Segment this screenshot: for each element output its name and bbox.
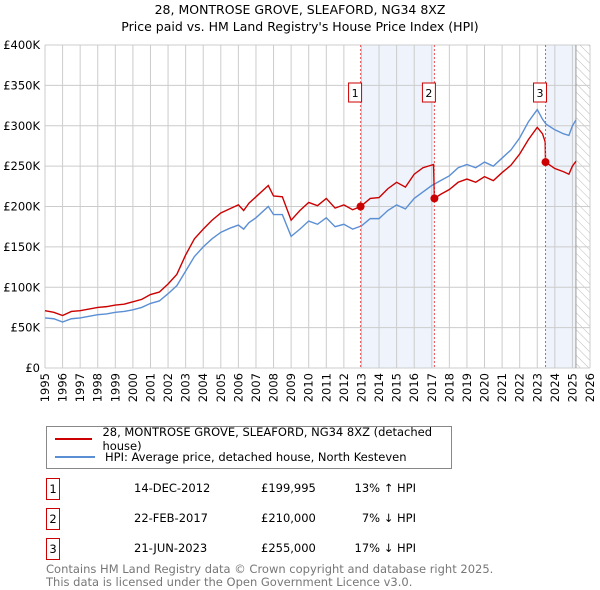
date: 21-JUN-2023 <box>134 541 208 555</box>
sale-label: 2 <box>425 87 432 100</box>
marker-badge: 1 <box>46 478 60 500</box>
chart: 28, MONTROSE GROVE, SLEAFORD, NG34 8XZ P… <box>3 2 597 402</box>
legend-label: HPI: Average price, detached house, Nort… <box>105 450 407 464</box>
hpi-diff: 17% ↓ HPI <box>354 541 416 555</box>
x-tick-label: 2007 <box>249 373 263 402</box>
marker-badge: 2 <box>46 508 60 530</box>
x-tick-label: 2004 <box>196 373 210 402</box>
y-tick-label: £100K <box>3 280 40 294</box>
x-tick-label: 2008 <box>267 373 281 402</box>
x-tick-label: 2023 <box>530 373 544 402</box>
x-tick-label: 2019 <box>460 373 474 402</box>
x-tick-label: 2001 <box>143 373 157 402</box>
sale-point <box>541 158 550 167</box>
x-tick-label: 2010 <box>302 373 316 402</box>
x-tick-label: 2000 <box>126 373 140 402</box>
x-tick-label: 2003 <box>179 373 193 402</box>
hpi-diff: 13% ↑ HPI <box>354 481 416 495</box>
sale-label: 3 <box>537 87 544 100</box>
price: £255,000 <box>261 541 316 555</box>
x-tick-label: 2006 <box>231 373 245 402</box>
y-tick-label: £150K <box>3 240 40 254</box>
x-tick-label: 2020 <box>478 373 492 402</box>
property-price-line <box>44 126 577 317</box>
x-tick-label: 2009 <box>284 373 298 402</box>
x-tick-label: 2013 <box>354 373 368 402</box>
sale-label-box <box>533 82 548 103</box>
x-tick-label: 2025 <box>565 373 579 402</box>
x-tick-label: 1999 <box>108 373 122 402</box>
hpi-diff: 7% ↓ HPI <box>361 511 416 525</box>
sale-label: 1 <box>352 87 359 100</box>
y-tick-label: £350K <box>3 78 40 92</box>
y-tick-label: £250K <box>3 159 40 173</box>
x-tick-label: 1996 <box>56 373 70 402</box>
legend-item-property: 28, MONTROSE GROVE, SLEAFORD, NG34 8XZ (… <box>55 425 451 453</box>
x-tick-label: 2011 <box>319 373 333 402</box>
x-tick-label: 2012 <box>337 373 351 402</box>
x-tick-label: 2014 <box>372 373 386 402</box>
legend-swatch-blue <box>55 456 95 458</box>
transaction-row: 2 22-FEB-2017 £210,000 7% ↓ HPI <box>46 508 446 530</box>
chart-title: 28, MONTROSE GROVE, SLEAFORD, NG34 8XZ <box>155 2 446 17</box>
legend-item-hpi: HPI: Average price, detached house, Nort… <box>55 448 407 466</box>
legend-label: 28, MONTROSE GROVE, SLEAFORD, NG34 8XZ (… <box>102 425 433 453</box>
y-tick-label: £200K <box>3 200 40 214</box>
x-tick-label: 1997 <box>73 373 87 402</box>
x-tick-label: 2017 <box>425 373 439 402</box>
legend: 28, MONTROSE GROVE, SLEAFORD, NG34 8XZ (… <box>46 425 452 469</box>
transaction-row: 1 14-DEC-2012 £199,995 13% ↑ HPI <box>46 478 446 500</box>
transaction-row: 3 21-JUN-2023 £255,000 17% ↓ HPI <box>46 538 446 560</box>
footer: Contains HM Land Registry data © Crown c… <box>46 563 493 589</box>
sale-point <box>430 194 439 203</box>
date: 14-DEC-2012 <box>134 481 211 495</box>
y-tick-label: £50K <box>11 321 41 335</box>
y-tick-label: £0 <box>25 361 40 375</box>
x-tick-label: 2002 <box>161 373 175 402</box>
x-tick-label: 2026 <box>583 373 597 402</box>
x-tick-label: 2016 <box>407 373 421 402</box>
price: £199,995 <box>261 481 316 495</box>
x-tick-label: 1995 <box>38 373 52 402</box>
sale-point <box>356 202 365 211</box>
marker-badge: 3 <box>46 538 60 560</box>
y-tick-label: £400K <box>3 38 40 52</box>
date: 22-FEB-2017 <box>134 511 208 525</box>
x-tick-label: 2024 <box>548 373 562 402</box>
hpi-line <box>44 108 577 323</box>
legend-swatch-red <box>55 438 93 440</box>
footer-line: This data is licensed under the Open Gov… <box>46 575 413 589</box>
x-tick-label: 2018 <box>442 373 456 402</box>
chart-subtitle: Price paid vs. HM Land Registry's House … <box>121 19 478 34</box>
x-tick-label: 2021 <box>495 373 509 402</box>
x-tick-label: 2015 <box>390 373 404 402</box>
footer-line: Contains HM Land Registry data © Crown c… <box>46 562 494 576</box>
sale-label-box <box>421 82 436 103</box>
x-tick-label: 2022 <box>513 373 527 402</box>
x-tick-label: 2005 <box>214 373 228 402</box>
y-tick-label: £300K <box>3 119 40 133</box>
price: £210,000 <box>261 511 316 525</box>
x-tick-label: 1998 <box>91 373 105 402</box>
sale-label-box <box>348 82 363 103</box>
